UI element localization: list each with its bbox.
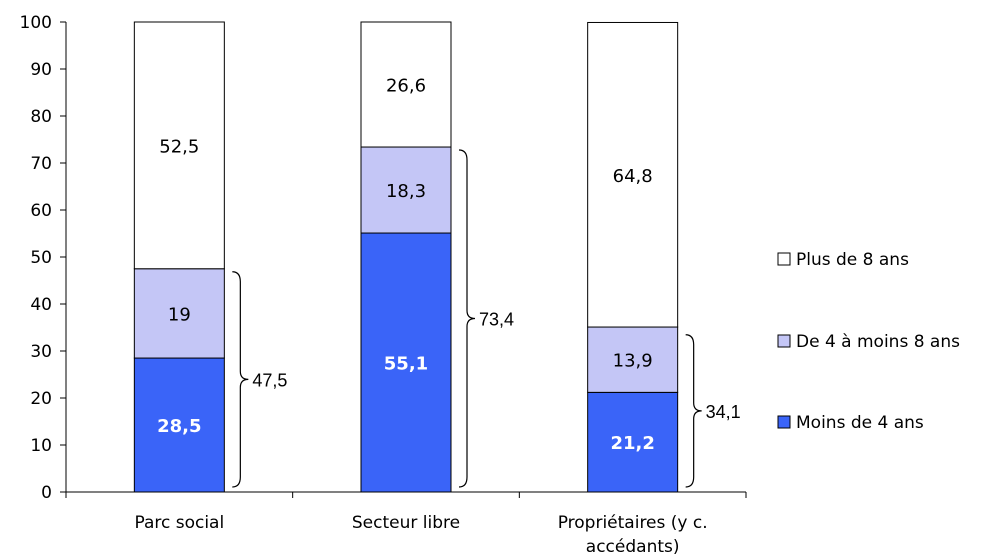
y-tick-label: 30 — [30, 342, 52, 362]
y-tick-label: 90 — [30, 60, 52, 80]
y-tick-label: 100 — [20, 13, 52, 33]
y-tick-label: 10 — [30, 436, 52, 456]
braces: 47,5 73,4 34,1 — [232, 149, 741, 488]
legend-swatch — [777, 415, 791, 429]
y-tick-label: 20 — [30, 389, 52, 409]
brace — [458, 149, 476, 488]
y-tick-label: 40 — [30, 295, 52, 315]
data-label: 64,8 — [613, 166, 653, 187]
legend-label: Moins de 4 ans — [796, 413, 924, 433]
y-tick-label: 50 — [30, 248, 52, 268]
brace — [685, 334, 702, 488]
bar-segment — [133, 357, 225, 493]
y-tick-label: 60 — [30, 201, 52, 221]
legend-swatch — [777, 334, 791, 348]
data-label: 21,2 — [610, 433, 654, 454]
data-label: 55,1 — [384, 354, 428, 375]
y-tick-label: 80 — [30, 107, 52, 127]
y-tick-label: 0 — [41, 483, 52, 503]
bar-segment — [587, 326, 679, 393]
legend-label: De 4 à moins 8 ans — [796, 332, 960, 352]
legend: Plus de 8 ans De 4 à moins 8 ans Moins de … — [777, 250, 960, 433]
x-category-label: Propriétaires (y c. accédants) — [558, 513, 708, 557]
data-label: 26,6 — [386, 76, 426, 97]
bar-segment — [587, 21, 679, 328]
brace-total-label: 47,5 — [252, 370, 287, 390]
y-tick-label: 70 — [30, 154, 52, 174]
bar-segment — [133, 268, 225, 359]
brace-total-label: 73,4 — [479, 310, 514, 330]
data-label: 52,5 — [159, 136, 199, 157]
data-label: 18,3 — [386, 181, 426, 202]
x-category-label: Parc social — [134, 513, 224, 533]
legend-label: Plus de 8 ans — [796, 250, 909, 270]
bar-segment — [587, 391, 679, 493]
data-label: 19 — [168, 304, 191, 325]
bar-segment — [360, 21, 452, 148]
brace — [232, 271, 249, 488]
axes: 0 10 20 30 40 50 60 70 80 90 100 Parc social Secteur… — [20, 13, 747, 557]
data-label: 28,5 — [157, 416, 201, 437]
bars: 28,5 19 52,5 55,1 18,3 26,6 21,2 13,9 64,8 — [133, 21, 679, 493]
bar-segment — [133, 21, 225, 270]
brace-total-label: 34,1 — [706, 402, 741, 422]
bar-segment — [360, 146, 452, 234]
bar-segment — [360, 232, 452, 493]
data-label: 13,9 — [613, 351, 653, 372]
legend-swatch — [777, 252, 791, 266]
x-category-label: Secteur libre — [352, 513, 460, 533]
